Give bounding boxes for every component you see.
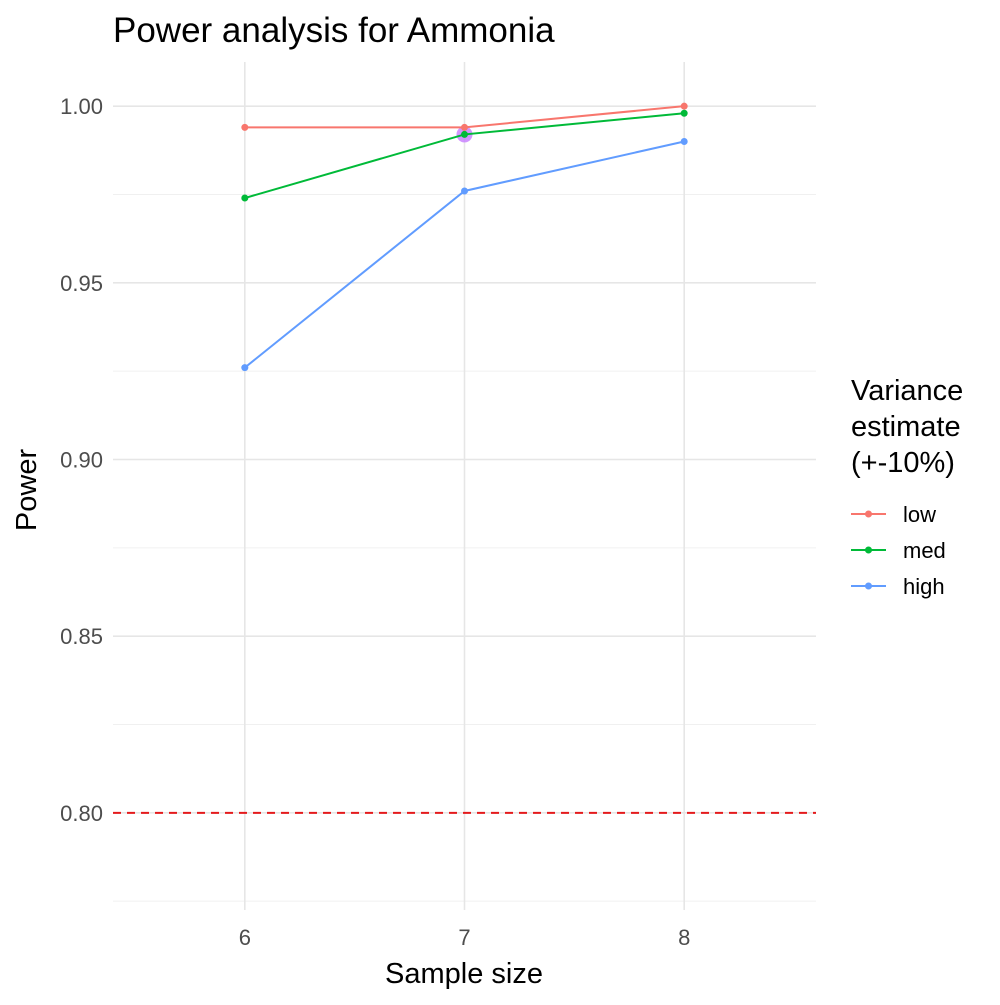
chart-title: Power analysis for Ammonia [113, 11, 555, 50]
legend-key-point-high [865, 582, 872, 590]
data-point-high [241, 364, 249, 372]
data-point-high [461, 187, 468, 195]
legend: Variance estimate (+-10%) low med high [851, 375, 963, 599]
data-point-med [680, 109, 688, 117]
legend-title-line: Variance [851, 375, 963, 407]
y-axis-title: Power [11, 449, 43, 532]
x-tick-label: 8 [678, 925, 690, 950]
data-point-med [241, 194, 249, 202]
x-tick-label: 7 [458, 925, 470, 950]
y-tick-label: 0.95 [60, 271, 103, 296]
data-point-low [461, 123, 468, 131]
x-axis-title: Sample size [385, 958, 543, 990]
legend-label-low: low [903, 502, 936, 527]
legend-label-med: med [903, 538, 946, 563]
data-point-low [241, 123, 249, 131]
legend-title-line: estimate [851, 411, 961, 443]
series-group [241, 102, 688, 372]
y-tick-label: 0.80 [60, 801, 103, 826]
axis-labels: 0.80 0.85 0.90 0.95 1.00 6 7 8 [60, 94, 690, 950]
legend-key-point-low [865, 510, 872, 518]
y-tick-label: 0.85 [60, 624, 103, 649]
y-tick-label: 1.00 [60, 94, 103, 119]
legend-key-point-med [865, 546, 872, 554]
data-point-low [680, 102, 688, 110]
legend-label-high: high [903, 574, 945, 599]
data-point-med [461, 130, 468, 138]
x-tick-label: 6 [239, 925, 251, 950]
data-point-high [680, 138, 688, 145]
legend-title-line: (+-10%) [851, 447, 955, 479]
y-tick-label: 0.90 [60, 448, 103, 473]
